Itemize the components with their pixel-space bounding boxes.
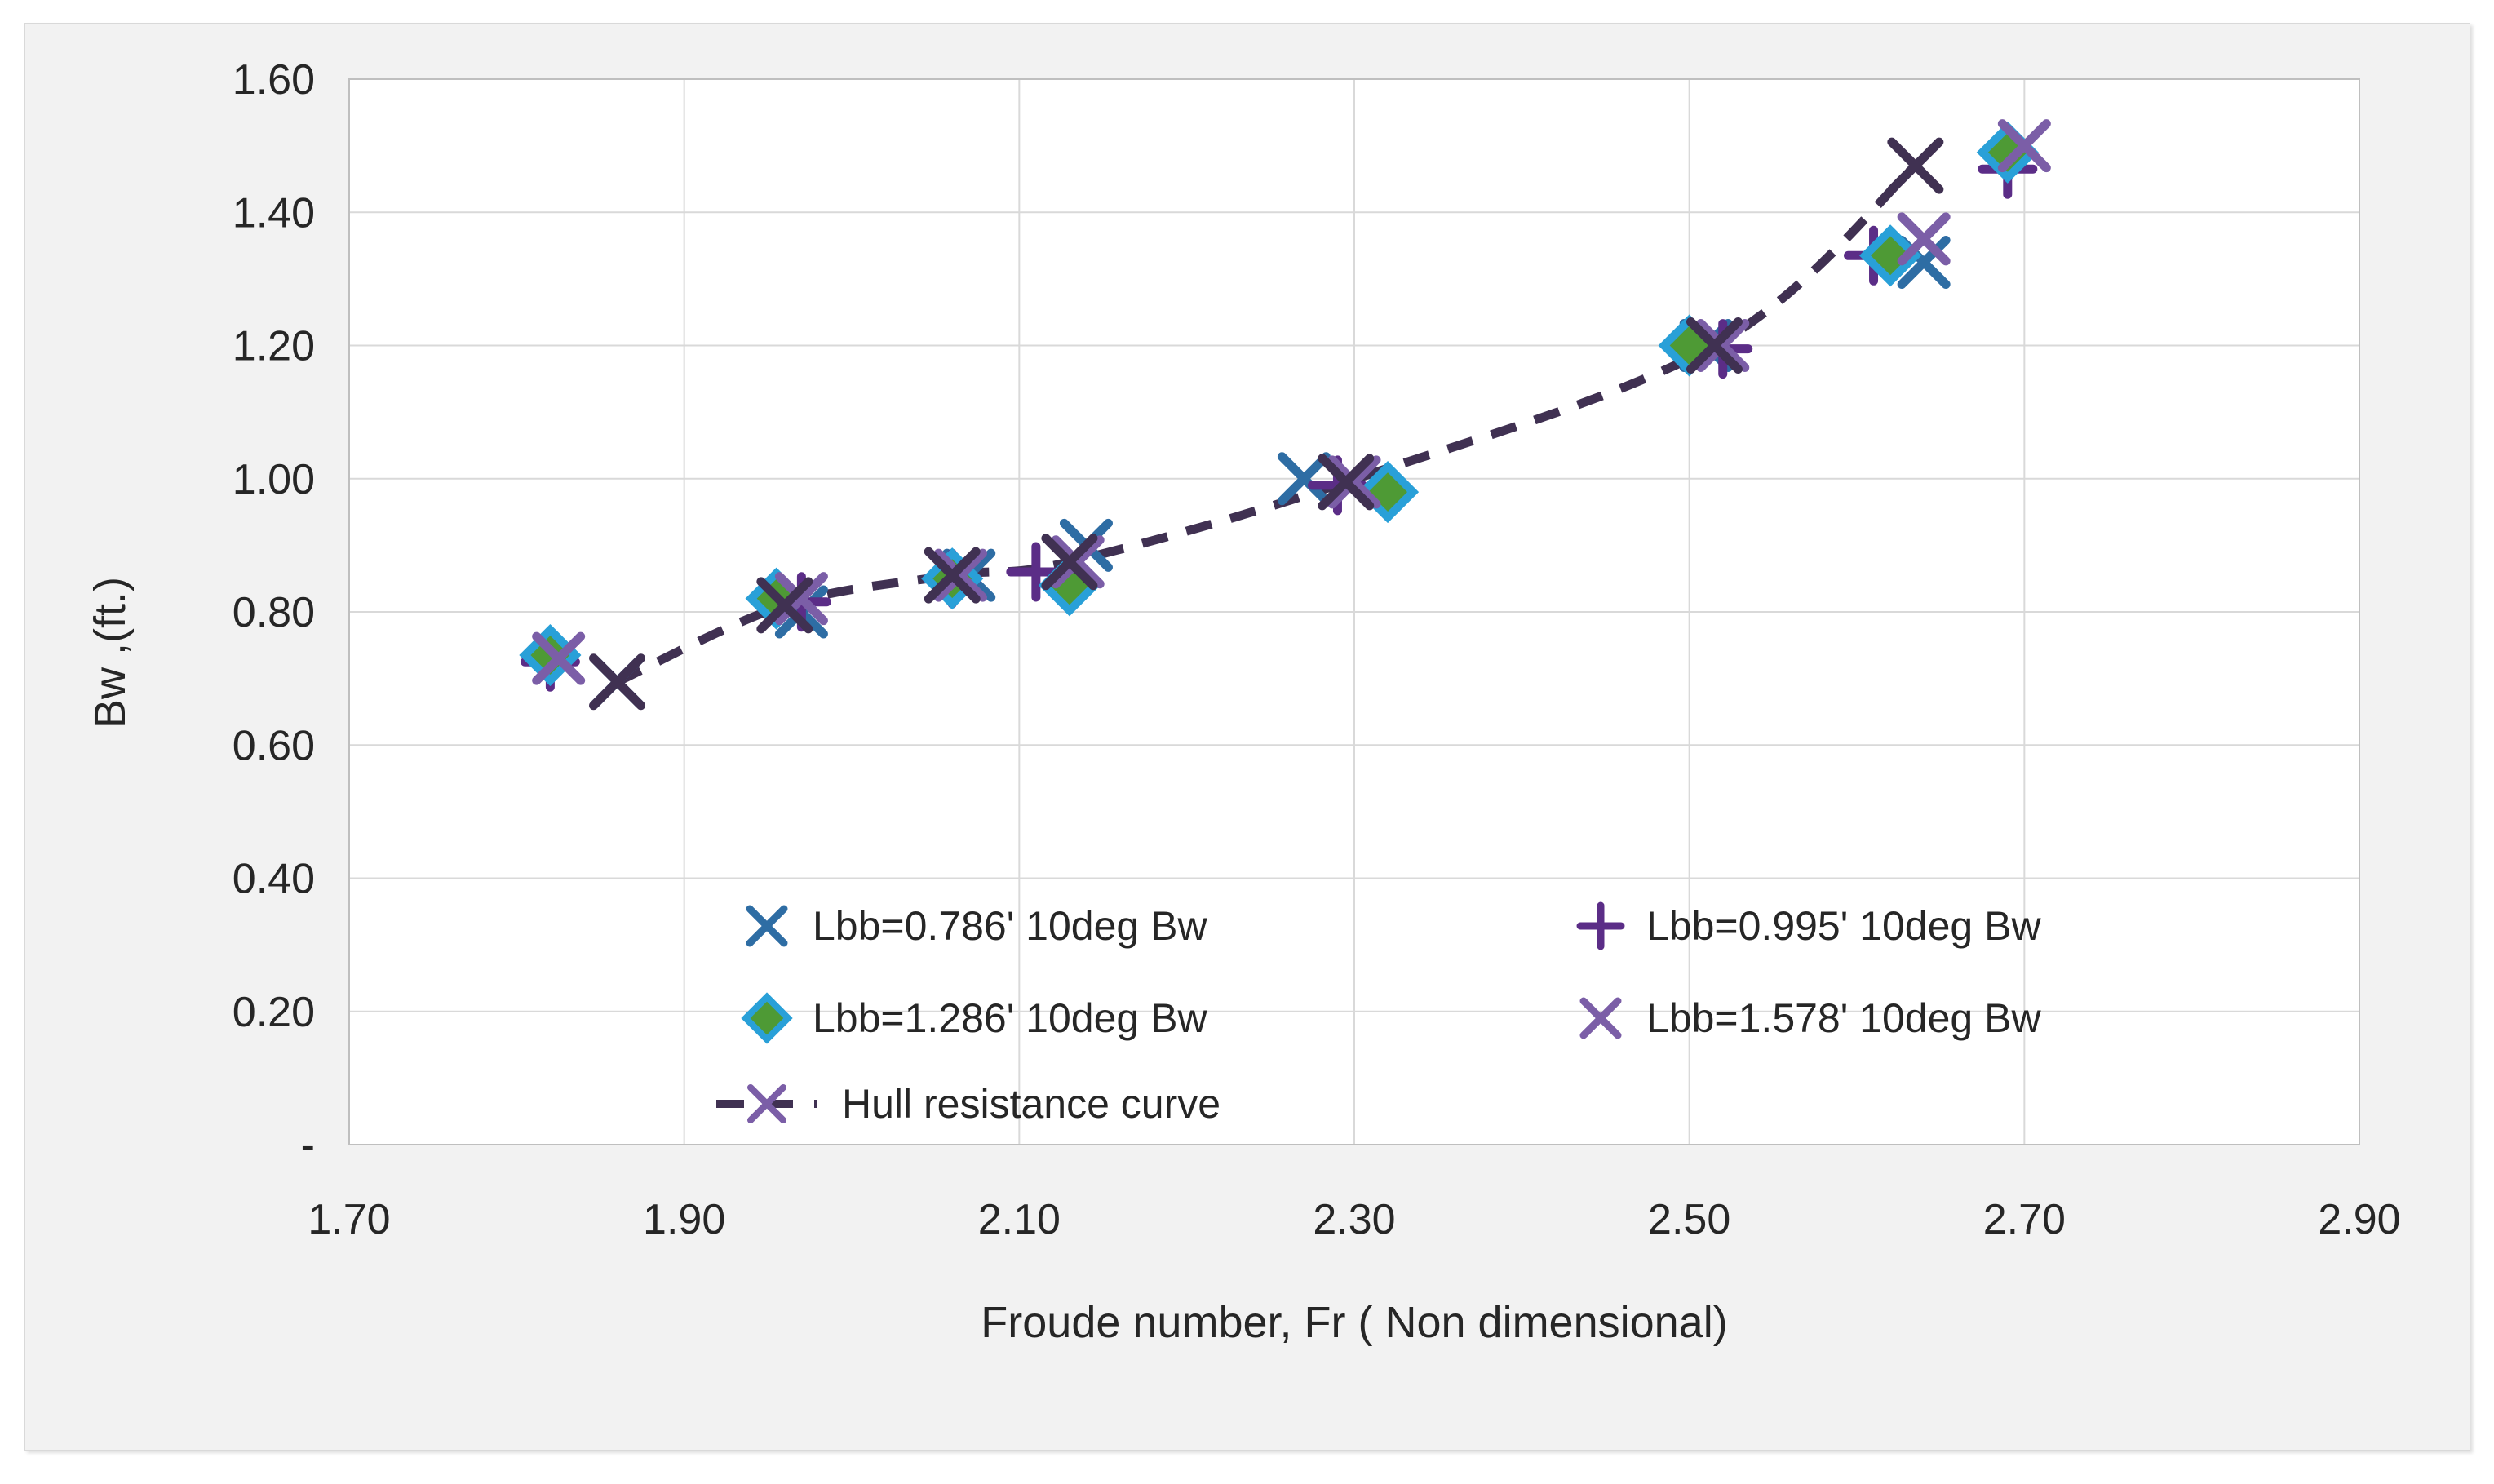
x-marker [1997,119,2051,173]
legend-item: Lbb=1.578' 10deg Bw [1579,995,2041,1041]
y-axis-title: Bw ,(ft.) [86,577,135,729]
x-marker [1887,137,1944,194]
y-tick-label: 1.00 [233,456,315,503]
x-tick-label: 2.70 [1983,1196,2066,1243]
x-marker [589,653,646,711]
x-tick-label: 2.50 [1648,1196,1730,1243]
x-marker [924,547,981,604]
series-3-markers [532,119,2051,685]
plus-marker [1576,901,1625,950]
x-tick-label: 1.70 [308,1196,390,1243]
x-axis-title: Froude number, Fr ( Non dimensional) [981,1298,1728,1347]
legend-item: Lbb=1.286' 10deg Bw [741,992,1207,1044]
x-tick-label: 2.90 [2318,1196,2400,1243]
x-tick-label: 2.30 [1313,1196,1395,1243]
x-marker [1686,317,1743,374]
legend-label: Lbb=0.786' 10deg Bw [813,903,1207,949]
x-marker [747,1084,786,1123]
x-marker [1318,454,1375,511]
y-tick-label: - [301,1122,315,1169]
x-marker [933,548,987,602]
y-tick-label: 0.80 [233,589,315,636]
y-tick-label: 0.60 [233,722,315,769]
legend-label: Lbb=1.578' 10deg Bw [1646,995,2041,1041]
y-tick-labels: - 0.20 0.40 0.60 0.80 1.00 1.20 1.40 1.60 [233,56,315,1169]
legend-item: Lbb=0.995' 10deg Bw [1576,901,2041,950]
x-tick-label: 1.90 [643,1196,725,1243]
x-tick-label: 2.10 [978,1196,1061,1243]
x-marker [532,631,586,685]
x-tick-labels: 1.70 1.90 2.10 2.30 2.50 2.70 2.90 [308,1196,2400,1243]
x-marker [1277,452,1331,506]
y-tick-label: 1.40 [233,189,315,237]
x-marker [756,577,813,634]
x-marker [746,905,788,947]
x-marker [1897,212,1951,266]
x-marker [1051,535,1105,589]
legend-item: Hull resistance curve [716,1081,1220,1127]
x-marker [1041,534,1098,591]
x-marker [1696,319,1750,372]
x-marker [1327,455,1381,509]
x-marker [1579,997,1622,1039]
legend-item: Lbb=0.786' 10deg Bw [746,903,1207,949]
diamond-marker [1858,224,1922,287]
y-tick-label: 0.20 [233,989,315,1036]
y-tick-label: 1.20 [233,323,315,370]
legend: Lbb=0.786' 10deg Bw Lbb=0.995' 10deg Bw Lb… [716,901,2041,1127]
legend-label: Hull resistance curve [842,1081,1220,1127]
legend-label: Lbb=0.995' 10deg Bw [1646,903,2041,949]
plot-border [348,78,2360,1145]
y-tick-label: 0.40 [233,856,315,903]
legend-label: Lbb=1.286' 10deg Bw [813,995,1207,1041]
diamond-marker [741,992,793,1044]
y-tick-label: 1.60 [233,56,315,104]
hull-curve-markers [589,137,1944,711]
